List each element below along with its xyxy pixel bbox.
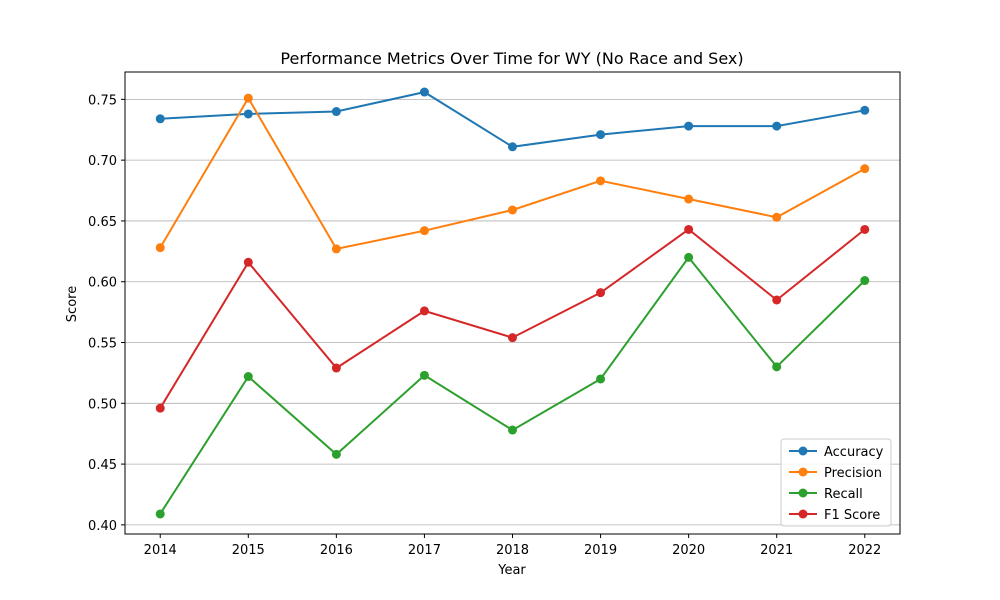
data-point-accuracy [331,107,341,117]
data-point-recall [155,509,165,519]
data-point-accuracy [155,114,165,124]
data-point-recall [684,252,694,262]
data-point-accuracy [508,142,517,152]
series-line-accuracy [160,91,865,148]
x-tick-label: 2022 [848,543,881,558]
data-point-f1-score [243,257,253,267]
series-line-recall [159,255,866,515]
data-point-accuracy [860,105,870,115]
chart-title: Performance Metrics Over Time for WY (No… [280,49,743,68]
data-point-f1-score [419,306,429,316]
data-point-recall [331,449,341,459]
series-line-f1-score [159,228,866,409]
data-point-f1-score [155,403,165,413]
data-point-accuracy [684,121,694,131]
legend-label-f1-score: F1 Score [824,508,880,523]
data-point-recall [419,370,429,380]
x-tick-label: 2018 [496,543,529,558]
y-tick-label: 0.70 [88,154,117,169]
legend-marker-recall [798,488,808,498]
data-point-f1-score [772,295,782,305]
x-tick-label: 2015 [232,543,265,558]
series-line-precision [159,96,866,251]
data-point-precision [331,244,341,254]
data-point-recall [772,362,782,372]
x-tick-label: 2019 [584,543,617,558]
legend-label-accuracy: Accuracy [824,445,884,460]
data-point-recall [596,374,606,384]
data-point-accuracy [243,109,253,119]
data-point-precision [243,93,253,103]
y-tick-label: 0.40 [88,519,117,534]
data-point-accuracy [596,130,606,140]
data-point-recall [508,425,517,435]
y-axis-label: Score [65,286,80,322]
y-tick-label: 0.45 [88,458,117,473]
data-point-recall [860,276,870,286]
data-point-f1-score [508,333,517,343]
axes: 0.40 0.45 0.50 0.55 0.60 0.65 0.70 0.75 2014 2015… [88,93,881,558]
x-tick-label: 2020 [672,543,705,558]
y-tick-label: 0.50 [88,397,117,412]
data-point-accuracy [419,87,429,97]
data-point-recall [243,372,253,382]
data-point-precision [155,243,165,253]
x-tick-label: 2014 [144,543,177,558]
data-point-precision [684,194,694,204]
legend: Accuracy Precision Recall F1 Score [780,438,892,527]
legend-marker-precision [798,467,808,477]
data-point-accuracy [772,121,782,131]
x-tick-label: 2021 [760,543,793,558]
legend-label-precision: Precision [824,466,882,481]
data-point-precision [508,205,517,215]
legend-marker-accuracy [798,446,808,456]
legend-marker-f1-score [798,509,808,519]
y-tick-label: 0.55 [88,337,117,352]
data-point-f1-score [860,224,870,234]
x-tick-label: 2017 [408,543,441,558]
data-point-precision [419,226,429,236]
x-axis-label: Year [497,563,526,578]
legend-label-recall: Recall [824,487,863,502]
x-tick-label: 2016 [320,543,353,558]
data-point-precision [596,176,606,186]
data-point-precision [772,212,782,222]
series-group [155,87,870,519]
legend-box [780,438,892,527]
data-point-precision [860,164,870,174]
data-point-f1-score [331,363,341,373]
grid-lines [125,98,900,526]
y-tick-label: 0.65 [88,215,117,230]
y-tick-label: 0.60 [88,276,117,291]
y-tick-label: 0.75 [88,93,117,108]
data-point-f1-score [596,288,606,298]
data-point-f1-score [684,224,694,234]
